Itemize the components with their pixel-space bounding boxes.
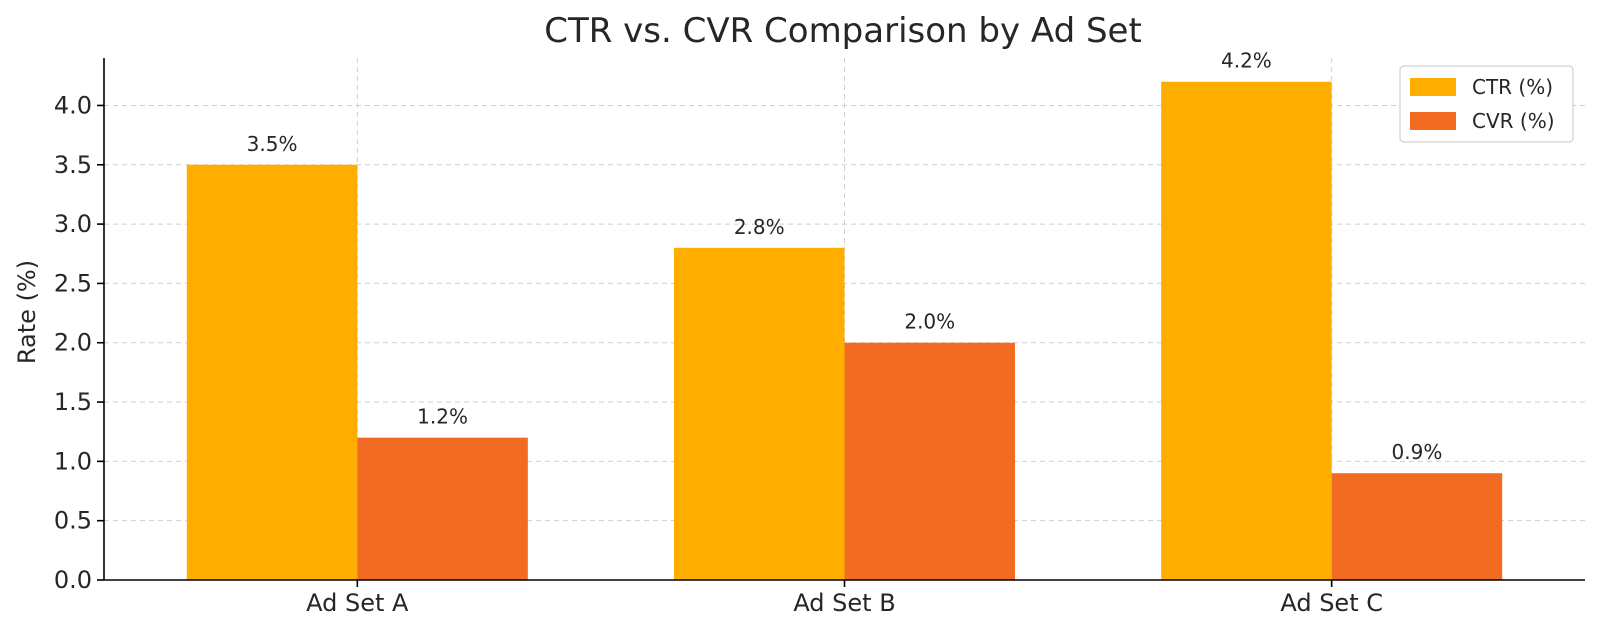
- y-tick-label: 0.5: [54, 507, 92, 535]
- bar-value-label: 3.5%: [247, 132, 298, 156]
- bar-value-label: 0.9%: [1392, 440, 1443, 464]
- bar-ctr: [1161, 81, 1332, 581]
- bar-cvr: [844, 342, 1016, 580]
- y-tick-label: 0.0: [54, 566, 92, 594]
- bar-cvr: [357, 437, 528, 580]
- legend-label-ctr: CTR (%): [1472, 75, 1553, 99]
- bar-layer: [186, 81, 1503, 581]
- legend: CTR (%) CVR (%): [1399, 65, 1574, 143]
- bar-value-label: 2.0%: [904, 310, 955, 334]
- bar-value-label: 2.8%: [734, 215, 785, 239]
- legend-label-cvr: CVR (%): [1472, 109, 1555, 133]
- bar-value-label: 1.2%: [417, 405, 468, 429]
- bar-ctr: [186, 164, 358, 581]
- y-tick-label: 3.5: [54, 151, 92, 179]
- legend-swatch-ctr: [1410, 78, 1456, 96]
- label-layer: 3.5% 2.8% 4.2% 1.2% 2.0% 0.9%: [247, 49, 1443, 464]
- x-tick-label: Ad Set A: [306, 589, 409, 617]
- y-tick-label: 2.5: [54, 269, 92, 297]
- bar-value-label: 4.2%: [1221, 49, 1272, 73]
- y-tick-label: 2.0: [54, 329, 92, 357]
- y-tick-label: 1.0: [54, 447, 92, 475]
- bar-ctr: [673, 247, 845, 580]
- y-tick-label: 3.0: [54, 210, 92, 238]
- chart-title: CTR vs. CVR Comparison by Ad Set: [544, 11, 1142, 51]
- y-tick-label: 4.0: [54, 91, 92, 119]
- y-tick-label: 1.5: [54, 388, 92, 416]
- x-tick-label: Ad Set B: [793, 589, 895, 617]
- x-tick-label: Ad Set C: [1280, 589, 1383, 617]
- axis-layer: 0.0 0.5 1.0 1.5 2.0 2.5 3.0 3.5 4.0 Ad Set A Ad Se…: [54, 58, 1585, 617]
- legend-swatch-cvr: [1410, 112, 1456, 130]
- bar-cvr: [1331, 473, 1503, 580]
- y-axis-label: Rate (%): [13, 260, 41, 364]
